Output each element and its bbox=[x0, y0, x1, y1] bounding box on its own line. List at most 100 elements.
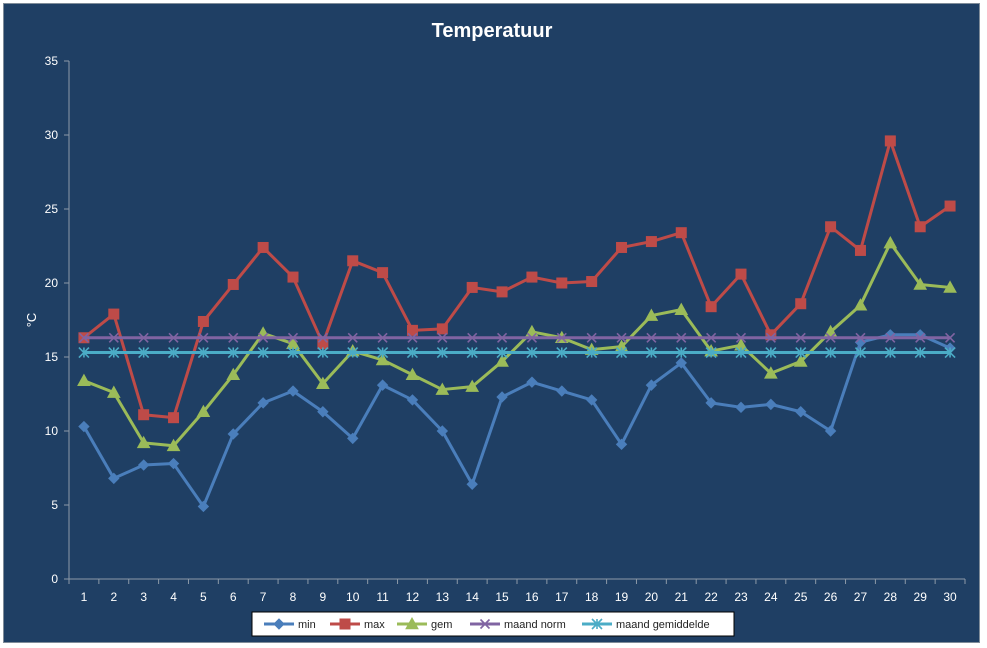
x-tick-label: 2 bbox=[110, 590, 117, 604]
x-tick-label: 21 bbox=[675, 590, 689, 604]
data-point-maand-norm bbox=[676, 332, 687, 343]
y-tick-label: 5 bbox=[51, 498, 58, 512]
data-point-maand-norm bbox=[287, 332, 299, 343]
data-point-gem bbox=[405, 367, 420, 381]
legend-marker-max bbox=[339, 618, 351, 630]
data-point-maand-gemiddelde bbox=[347, 346, 359, 359]
data-point-max bbox=[496, 286, 508, 298]
data-point-min bbox=[287, 385, 299, 397]
data-point-max bbox=[675, 227, 687, 239]
y-tick-label: 10 bbox=[45, 424, 59, 438]
data-point-maand-norm bbox=[855, 332, 866, 343]
x-tick-label: 20 bbox=[645, 590, 659, 604]
data-point-gem bbox=[883, 236, 898, 249]
data-point-gem bbox=[495, 354, 509, 367]
data-point-maand-gemiddelde bbox=[287, 346, 299, 359]
data-point-maand-gemiddelde bbox=[884, 346, 896, 359]
x-tick-label: 5 bbox=[200, 590, 207, 604]
data-point-max bbox=[227, 278, 239, 290]
data-point-maand-norm bbox=[825, 332, 836, 343]
data-point-maand-gemiddelde bbox=[138, 346, 150, 359]
data-point-maand-gemiddelde bbox=[227, 346, 239, 359]
x-tick-label: 25 bbox=[794, 590, 808, 604]
legend-marker-maand-norm bbox=[479, 618, 491, 630]
legend-marker-maand-gemiddelde bbox=[591, 618, 603, 630]
data-point-maand-gemiddelde bbox=[466, 346, 478, 359]
series-maand-norm bbox=[78, 332, 956, 343]
data-point-maand-norm bbox=[526, 332, 537, 343]
data-point-maand-gemiddelde bbox=[257, 346, 269, 359]
data-point-maand-gemiddelde bbox=[377, 346, 389, 359]
data-point-max bbox=[377, 267, 389, 279]
data-point-maand-gemiddelde bbox=[914, 346, 926, 359]
series-max bbox=[78, 135, 956, 424]
data-point-min bbox=[645, 379, 658, 391]
data-point-gem bbox=[674, 302, 689, 315]
data-point-maand-norm bbox=[497, 332, 508, 343]
data-point-gem bbox=[77, 373, 91, 386]
data-point-min bbox=[406, 394, 419, 406]
data-point-max bbox=[854, 244, 866, 256]
data-point-maand-norm bbox=[317, 332, 328, 343]
data-point-min bbox=[466, 478, 478, 490]
x-tick-label: 8 bbox=[290, 590, 297, 604]
data-point-min bbox=[317, 406, 329, 418]
chart-frame bbox=[3, 3, 980, 643]
data-point-maand-norm bbox=[945, 332, 956, 343]
data-point-max bbox=[347, 255, 359, 267]
x-tick-label: 27 bbox=[854, 590, 868, 604]
data-point-min bbox=[526, 376, 538, 388]
data-point-min bbox=[227, 428, 239, 440]
x-tick-label: 11 bbox=[376, 590, 389, 604]
data-point-min bbox=[615, 438, 628, 451]
data-point-min bbox=[675, 357, 687, 369]
data-point-gem bbox=[793, 354, 808, 367]
x-tick-label: 29 bbox=[914, 590, 928, 604]
data-point-min bbox=[436, 425, 449, 437]
data-point-maand-gemiddelde bbox=[795, 346, 807, 359]
y-tick-label: 20 bbox=[45, 276, 59, 290]
data-point-gem bbox=[644, 308, 659, 321]
data-point-maand-norm bbox=[735, 332, 747, 343]
data-point-maand-gemiddelde bbox=[526, 346, 538, 359]
data-point-maand-norm bbox=[407, 332, 418, 343]
data-point-gem bbox=[913, 277, 928, 290]
data-point-max bbox=[884, 135, 896, 147]
data-point-min bbox=[167, 457, 180, 470]
data-point-maand-norm bbox=[467, 332, 478, 343]
data-point-min bbox=[556, 385, 568, 397]
legend-label-maand-norm: maand norm bbox=[504, 619, 566, 631]
data-point-maand-norm bbox=[78, 332, 89, 343]
data-point-max bbox=[556, 277, 568, 289]
data-point-maand-gemiddelde bbox=[735, 346, 747, 359]
data-point-maand-norm bbox=[646, 332, 657, 343]
data-point-maand-gemiddelde bbox=[825, 346, 837, 359]
x-tick-label: 14 bbox=[466, 590, 480, 604]
data-point-max bbox=[466, 281, 478, 293]
data-point-maand-norm bbox=[258, 332, 269, 343]
data-point-maand-gemiddelde bbox=[167, 346, 180, 359]
legend: min max gem maand norm maand gemiddelde bbox=[251, 611, 735, 637]
y-tick-label: 35 bbox=[45, 54, 59, 68]
series-line-max bbox=[83, 139, 951, 420]
series-line-gem bbox=[83, 241, 951, 448]
x-tick-label: 12 bbox=[406, 590, 420, 604]
data-point-max bbox=[765, 329, 777, 341]
data-point-maand-gemiddelde bbox=[197, 346, 209, 359]
data-point-max bbox=[735, 268, 747, 280]
series-layer bbox=[77, 135, 957, 513]
data-point-min bbox=[257, 397, 269, 409]
series-line-min bbox=[82, 333, 951, 508]
data-point-maand-norm bbox=[915, 332, 926, 343]
x-tick-label: 7 bbox=[260, 590, 267, 604]
data-point-min bbox=[137, 459, 150, 471]
data-point-maand-norm bbox=[168, 332, 179, 343]
x-tick-label: 26 bbox=[824, 590, 838, 604]
data-point-min bbox=[376, 379, 389, 391]
data-point-max bbox=[705, 301, 717, 313]
legend-marker-gem bbox=[405, 616, 419, 630]
data-point-gem bbox=[465, 379, 480, 392]
x-tick-label: 16 bbox=[525, 590, 539, 604]
